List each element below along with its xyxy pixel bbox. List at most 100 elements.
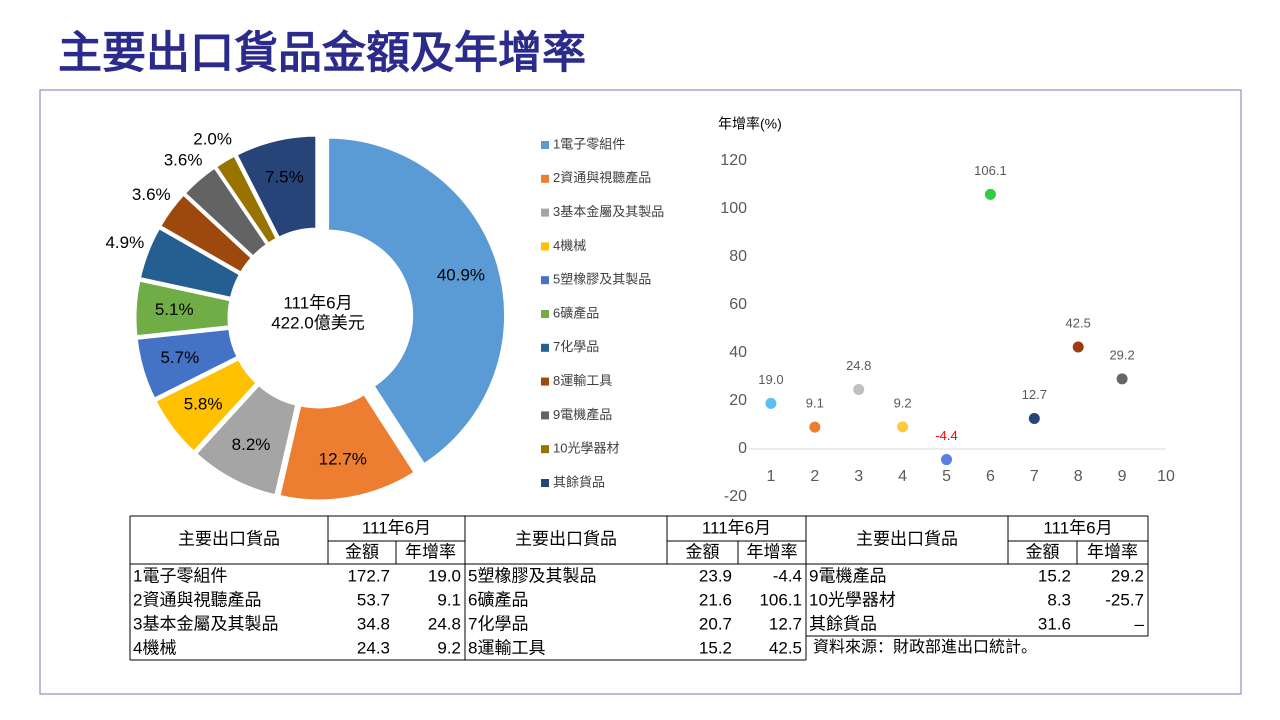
slice-label: 5.1% [155, 300, 194, 319]
table-cell: 23.9 [699, 566, 732, 585]
table-cell: 19.0 [428, 566, 461, 585]
legend-label: 7化學品 [553, 339, 599, 354]
legend-label: 5塑橡膠及其製品 [553, 272, 651, 287]
donut-slice [277, 391, 418, 503]
table-cell: 6礦產品 [468, 590, 528, 609]
table-cell: 106.1 [759, 590, 802, 609]
table-cell: 9.2 [437, 638, 461, 657]
slice-label: 12.7% [319, 449, 367, 468]
legend-label: 8運輸工具 [553, 373, 612, 388]
donut-slice [193, 382, 299, 498]
table-header: 111年6月 [362, 518, 431, 537]
donut-slice [234, 133, 319, 241]
x-tick-label: 4 [898, 468, 907, 485]
table-cell: 24.8 [428, 614, 461, 633]
table-cell: 34.8 [357, 614, 390, 633]
scatter-point [984, 188, 996, 200]
table-cell: 其餘貨品 [809, 614, 877, 633]
y-tick-label: 60 [729, 296, 747, 313]
x-tick-label: 2 [810, 468, 819, 485]
point-label: -4.4 [935, 428, 957, 443]
legend-swatch [541, 242, 549, 251]
point-label: 9.1 [806, 396, 824, 411]
table-header: 金額 [1026, 542, 1060, 561]
table-cell: 8運輸工具 [468, 638, 545, 657]
table-header: 年增率 [405, 542, 456, 561]
table-cell: -4.4 [773, 566, 802, 585]
y-axis-title: 年增率(%) [718, 116, 782, 132]
donut-slice [326, 135, 508, 467]
x-tick-label: 5 [942, 468, 951, 485]
scatter-point [1028, 413, 1040, 425]
x-tick-label: 7 [1030, 468, 1039, 485]
legend-swatch [541, 141, 549, 149]
point-label: 106.1 [974, 163, 1007, 178]
point-label: 12.7 [1022, 387, 1047, 402]
donut-slice [133, 278, 233, 339]
table-cell: 4機械 [133, 638, 176, 657]
donut-slice [152, 356, 260, 455]
legend-swatch [541, 174, 549, 183]
x-tick-label: 8 [1074, 468, 1083, 485]
y-tick-label: 0 [738, 440, 747, 457]
table-header: 主要出口貨品 [178, 529, 280, 548]
center-label: 111年6月 [283, 293, 352, 312]
table-cell: 9.1 [437, 590, 461, 609]
y-tick-label: 20 [729, 392, 747, 409]
table-cell: 2資通與視聽產品 [133, 590, 261, 609]
table-cell: 15.2 [1038, 566, 1071, 585]
legend-swatch [541, 343, 549, 352]
table-cell: 172.7 [347, 566, 390, 585]
donut-slice [134, 326, 241, 402]
scatter-point [897, 421, 909, 433]
point-label: 29.2 [1109, 347, 1134, 362]
y-tick-label: 120 [720, 152, 747, 169]
legend-swatch [541, 208, 549, 217]
point-label: 9.2 [894, 395, 912, 410]
slice-label: 40.9% [437, 265, 485, 284]
table-header: 金額 [686, 542, 720, 561]
legend-swatch [541, 411, 549, 420]
point-label: 19.0 [758, 372, 783, 387]
legend-swatch [541, 310, 549, 318]
legend-label: 6礦產品 [553, 305, 599, 320]
legend-swatch [541, 445, 549, 454]
scatter-point [941, 454, 953, 466]
point-label: 42.5 [1066, 315, 1091, 330]
table-header: 主要出口貨品 [856, 529, 958, 548]
legend-label: 3基本金屬及其製品 [553, 204, 664, 219]
slice-label: 5.7% [160, 348, 199, 367]
slice-label: 3.6% [164, 151, 203, 170]
table-cell: 21.6 [699, 590, 732, 609]
table-header: 金額 [345, 542, 379, 561]
x-tick-label: 6 [986, 468, 995, 485]
x-tick-label: 10 [1157, 468, 1175, 485]
x-tick-label: 1 [766, 468, 775, 485]
legend-label: 10光學器材 [553, 441, 619, 456]
table-header: 111年6月 [702, 518, 771, 537]
table-cell: 9電機產品 [809, 566, 886, 585]
table-cell: 3基本金屬及其製品 [133, 614, 278, 633]
table-cell: 24.3 [357, 638, 390, 657]
point-label: 24.8 [846, 358, 871, 373]
table-cell: 29.2 [1111, 566, 1144, 585]
slice-label: 7.5% [265, 167, 304, 186]
slice-label: 3.6% [132, 185, 171, 204]
table-cell: – [1135, 614, 1145, 633]
slice-label: 4.9% [105, 233, 144, 252]
legend-label: 其餘貨品 [553, 474, 605, 489]
y-tick-label: -20 [724, 488, 747, 505]
table-cell: 1電子零組件 [133, 566, 227, 585]
x-tick-label: 9 [1118, 468, 1127, 485]
table-cell: 7化學品 [468, 614, 528, 633]
legend-swatch [541, 276, 549, 285]
legend-label: 2資通與視聽產品 [553, 170, 651, 185]
slice-label: 5.8% [184, 394, 223, 413]
scatter-point [1072, 341, 1084, 353]
table-cell: 42.5 [769, 638, 802, 657]
slice-label: 2.0% [193, 129, 232, 148]
scatter-point [765, 397, 777, 409]
legend-label: 4機械 [553, 238, 586, 253]
legend-swatch [541, 479, 549, 487]
